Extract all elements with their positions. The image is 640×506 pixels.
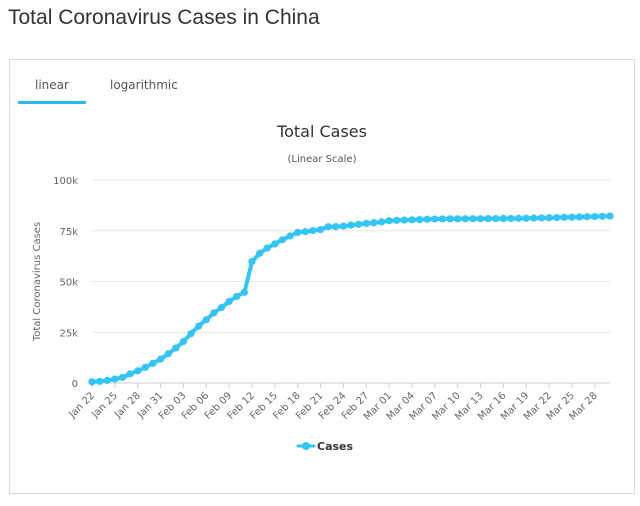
data-point bbox=[469, 215, 477, 223]
data-point bbox=[568, 213, 576, 221]
line-chart: Total Cases (Linear Scale) 0 25k 50k 75k 100… bbox=[32, 122, 614, 453]
y-tick-label: 75k bbox=[59, 227, 78, 238]
data-point bbox=[560, 213, 568, 221]
data-point bbox=[370, 219, 378, 227]
data-point bbox=[339, 222, 347, 230]
data-point bbox=[461, 215, 469, 223]
data-point bbox=[217, 303, 226, 312]
data-point bbox=[438, 215, 447, 223]
data-point bbox=[347, 221, 355, 229]
data-point bbox=[164, 350, 172, 358]
data-point bbox=[377, 218, 386, 226]
data-point bbox=[240, 288, 248, 296]
data-point bbox=[332, 223, 340, 231]
data-point bbox=[446, 215, 454, 223]
data-point bbox=[248, 257, 256, 266]
data-point bbox=[484, 215, 492, 223]
data-point bbox=[301, 228, 309, 236]
data-point bbox=[606, 212, 614, 220]
data-point bbox=[286, 232, 294, 240]
page-title: Total Coronavirus Cases in China bbox=[8, 6, 320, 29]
data-point bbox=[476, 215, 485, 223]
data-point bbox=[324, 223, 332, 231]
data-point bbox=[187, 330, 195, 338]
data-point bbox=[393, 216, 401, 224]
data-point bbox=[316, 226, 325, 234]
active-tab-indicator bbox=[18, 101, 86, 104]
y-axis: 0 25k 50k 75k 100k bbox=[53, 176, 78, 390]
data-point bbox=[355, 220, 363, 228]
data-point bbox=[156, 355, 165, 363]
data-point bbox=[263, 244, 271, 252]
data-point bbox=[499, 214, 507, 223]
legend-label-cases[interactable]: Cases bbox=[317, 440, 354, 453]
data-point bbox=[126, 370, 134, 378]
data-point bbox=[96, 377, 104, 385]
y-tick-label: 25k bbox=[59, 328, 78, 339]
grid-lines bbox=[92, 179, 610, 384]
chart-card: linear logarithmic Total Cases (Linear S… bbox=[9, 59, 635, 494]
data-point bbox=[111, 375, 119, 383]
y-tick-label: 0 bbox=[72, 379, 78, 390]
data-point bbox=[598, 212, 606, 220]
data-point bbox=[255, 249, 264, 257]
data-point bbox=[278, 236, 287, 244]
y-tick-label: 100k bbox=[53, 176, 78, 187]
data-point bbox=[118, 373, 127, 382]
data-point bbox=[172, 344, 180, 352]
legend[interactable]: Cases bbox=[296, 440, 354, 453]
y-tick-label: 50k bbox=[59, 278, 78, 289]
data-point bbox=[225, 297, 233, 306]
x-tick-label: Jan 22 bbox=[66, 390, 97, 421]
data-point bbox=[134, 367, 142, 375]
data-point bbox=[309, 226, 317, 235]
data-point bbox=[415, 215, 424, 224]
data-point bbox=[507, 214, 515, 223]
data-point bbox=[149, 359, 157, 367]
data-point bbox=[385, 217, 393, 225]
data-point bbox=[233, 292, 241, 301]
data-point bbox=[210, 309, 218, 317]
data-point bbox=[454, 215, 462, 223]
data-point bbox=[179, 337, 188, 346]
data-point bbox=[195, 322, 203, 330]
data-point bbox=[271, 240, 279, 248]
data-point bbox=[575, 213, 584, 221]
data-point bbox=[294, 228, 302, 237]
y-axis-label: Total Coronavirus Cases bbox=[32, 222, 43, 342]
legend-marker bbox=[302, 442, 310, 450]
data-point bbox=[141, 363, 149, 371]
data-point bbox=[362, 219, 370, 228]
data-point bbox=[400, 216, 408, 224]
tab-logarithmic[interactable]: logarithmic bbox=[110, 78, 178, 92]
data-point bbox=[408, 216, 416, 224]
data-point bbox=[103, 376, 111, 384]
data-point bbox=[514, 214, 523, 222]
data-point bbox=[537, 214, 546, 222]
data-point bbox=[591, 212, 599, 221]
data-point bbox=[530, 214, 538, 222]
series-cases bbox=[88, 212, 614, 386]
data-point bbox=[522, 214, 530, 222]
data-point bbox=[545, 214, 553, 222]
data-point bbox=[202, 316, 210, 324]
data-point bbox=[423, 215, 431, 223]
data-point bbox=[492, 214, 500, 223]
tab-linear[interactable]: linear bbox=[35, 78, 69, 92]
chart-title: Total Cases bbox=[276, 122, 367, 141]
chart-subtitle: (Linear Scale) bbox=[288, 154, 357, 165]
data-point bbox=[431, 215, 439, 223]
data-point bbox=[583, 213, 591, 221]
data-point bbox=[553, 213, 561, 222]
data-point bbox=[88, 378, 96, 386]
